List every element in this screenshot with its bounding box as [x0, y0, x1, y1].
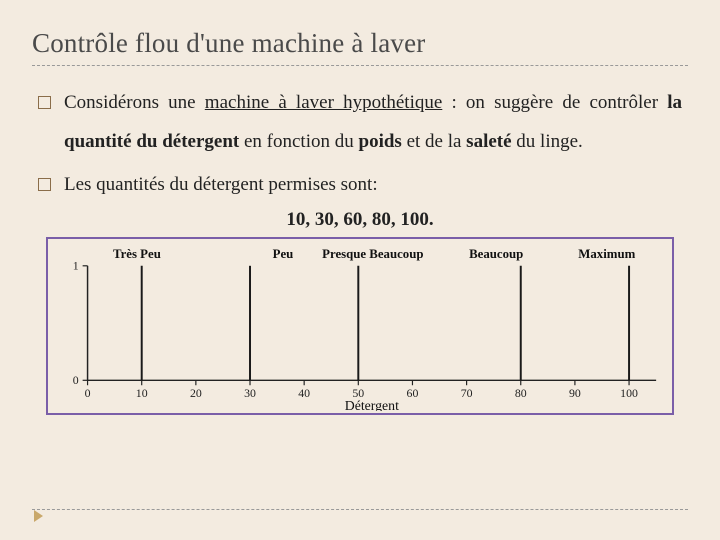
svg-text:30: 30 [244, 386, 256, 400]
svg-text:40: 40 [298, 386, 310, 400]
svg-text:1: 1 [73, 259, 79, 273]
content-block: Considérons une machine à laver hypothét… [32, 84, 688, 205]
b1-m3: et de la [402, 131, 466, 152]
svg-text:Peu: Peu [273, 247, 294, 261]
square-bullet-icon [38, 178, 51, 191]
svg-text:Très Peu: Très Peu [113, 247, 161, 261]
b1-pre: Considérons une [64, 92, 205, 113]
b1-post: du linge. [512, 131, 583, 152]
footer-triangle-icon [34, 510, 43, 522]
b1-b3: saleté [466, 131, 511, 152]
detergent-chart: 010102030405060708090100Très PeuPeuPresq… [46, 237, 674, 415]
chart-svg: 010102030405060708090100Très PeuPeuPresq… [54, 243, 666, 411]
svg-text:60: 60 [407, 386, 419, 400]
b1-m2: en fonction du [239, 131, 358, 152]
square-bullet-icon [38, 96, 51, 109]
svg-text:10: 10 [136, 386, 148, 400]
svg-text:Presque Beaucoup: Presque Beaucoup [322, 247, 423, 261]
bullet-2: Les quantités du détergent permises sont… [38, 166, 682, 205]
b1-m1: : on suggère de contrôler [442, 92, 667, 113]
svg-text:0: 0 [85, 386, 91, 400]
svg-text:80: 80 [515, 386, 527, 400]
b2-text: Les quantités du détergent permises sont… [64, 174, 378, 195]
svg-text:0: 0 [73, 373, 79, 387]
svg-text:Maximum: Maximum [578, 247, 635, 261]
svg-text:20: 20 [190, 386, 202, 400]
svg-text:90: 90 [569, 386, 581, 400]
b1-u1: machine à laver hypothétique [205, 92, 443, 113]
footer-rule [32, 509, 688, 510]
values-line: 10, 30, 60, 80, 100. [32, 209, 688, 231]
svg-text:70: 70 [461, 386, 473, 400]
bullet-1: Considérons une machine à laver hypothét… [38, 84, 682, 162]
b1-b2: poids [359, 131, 402, 152]
svg-text:Beaucoup: Beaucoup [469, 247, 523, 261]
svg-text:Détergent: Détergent [345, 398, 399, 411]
svg-text:100: 100 [620, 386, 638, 400]
page-title: Contrôle flou d'une machine à laver [32, 28, 688, 66]
